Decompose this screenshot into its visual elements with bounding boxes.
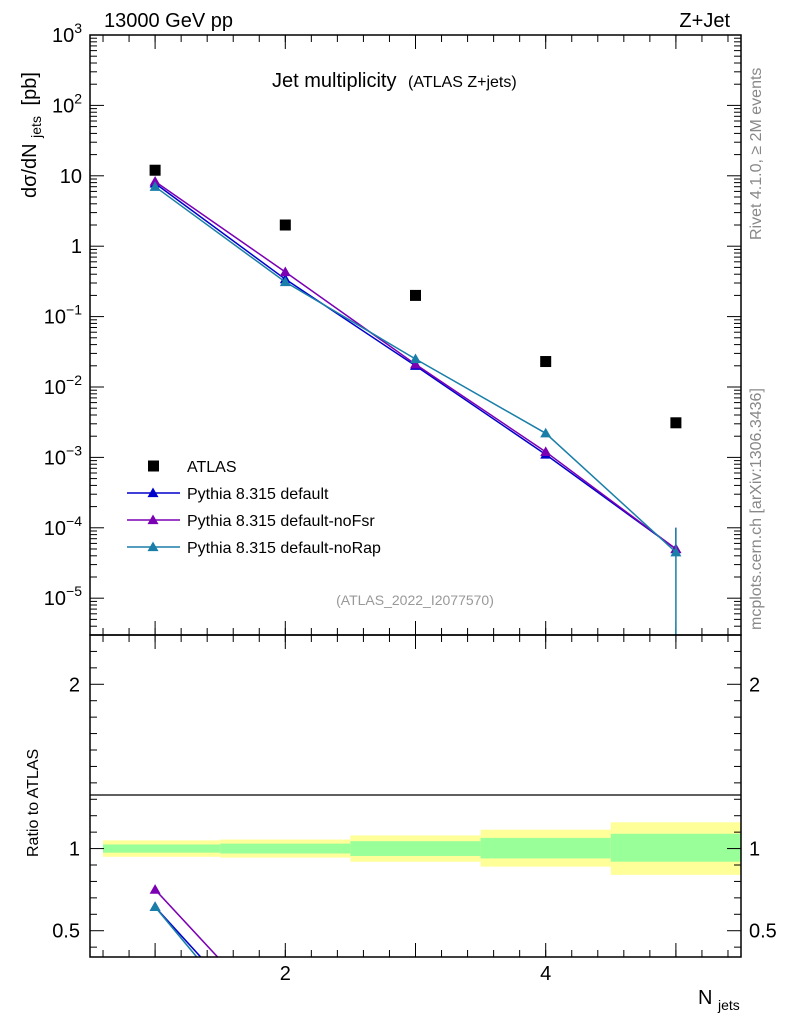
data-point [279,219,291,231]
y-tick-label: 10 [60,166,82,188]
main-panel: Jet multiplicity (ATLAS Z+jets) (ATLAS_2… [19,20,742,636]
data-point [149,164,161,176]
ratio-y-tick-label-right: 0.5 [749,921,777,943]
x-tick-label: 2 [280,963,291,985]
data-point [279,276,291,287]
y-tick-base: 10 [52,25,74,47]
y-tick-exponent: −2 [66,372,82,388]
uncertainty-band-inner [220,843,351,854]
data-point [540,427,552,438]
ratio-frame [89,634,742,958]
ylabel-main-sub: jets [28,116,44,139]
legend-label: ATLAS [187,459,237,476]
data-point [279,266,291,277]
ratio-y-tick-label-right: 2 [749,674,760,696]
series-pythia-8-315-default-norap [149,181,682,635]
data-point [410,358,421,369]
ratio-panel: 0.5 0.5 1 1 2 2 2 4 Ratio to ATLAS N jets [25,634,777,1013]
uncertainty-band-inner [350,841,481,856]
y-axis-label-ratio: Ratio to ATLAS [25,749,42,857]
legend-label: Pythia 8.315 default-noFsr [187,513,375,530]
y-tick-label: 1 [71,236,82,258]
ratio-y-tick-label: 2 [69,674,80,696]
xlabel-sub: jets [717,997,740,1013]
legend-marker [147,487,159,498]
series-atlas [149,164,682,429]
y-tick-base: 10 [44,518,66,540]
ratio-series-pythia-8-315-default-norap [149,901,198,958]
data-point [670,417,682,429]
mcplots-label: mcplots.cern.ch [arXiv:1306.3436] [748,388,765,630]
ylabel-main-text: dσ/dN [19,143,41,198]
xlabel-main: N [698,987,712,1009]
ratio-series-pythia-8-315-default-nofsr [149,884,219,958]
y-tick-base: 10 [44,377,66,399]
y-tick-base: 10 [44,307,66,329]
y-tick-exponent: −1 [66,302,82,318]
y-tick-exponent: −3 [66,442,82,458]
data-point [540,446,552,456]
y-tick-label: 10−3 [44,442,82,469]
uncertainty-band-inner [103,844,221,853]
y-tick-exponent: 3 [74,20,82,36]
ratio-y-tick-label: 1 [69,839,80,861]
process-label: Z+Jet [679,10,730,32]
data-point [149,181,161,191]
legend-label: Pythia 8.315 default-noRap [187,540,381,557]
watermark-label: (ATLAS_2022_I2077570) [336,592,494,608]
y-tick-exponent: −5 [66,583,82,599]
legend-marker [148,460,159,472]
data-point [410,289,421,301]
y-tick-base: 10 [44,588,66,610]
y-tick-label: 10−4 [44,513,82,540]
main-title: Jet multiplicity (ATLAS Z+jets) [272,70,517,92]
y-tick-label: 10−1 [44,302,82,329]
rivet-label: Rivet 4.1.0, ≥ 2M events [748,68,765,240]
ratio-y-tick-label: 0.5 [52,921,80,943]
ratio-y-tick-label-right: 1 [749,839,760,861]
ratio-point [149,901,161,912]
y-tick-exponent: 2 [74,90,82,106]
x-tick-label: 4 [540,963,551,985]
legend-marker [147,541,159,552]
ratio-bands [103,822,741,875]
legend-label: Pythia 8.315 default [187,486,329,503]
uncertainty-band-inner [610,833,741,862]
title-subtitle: (ATLAS Z+jets) [408,74,517,91]
uncertainty-band-inner [480,837,611,859]
ratio-line [154,889,219,958]
data-point [149,175,161,186]
main-series [149,164,682,635]
legend-entry-pythia-8-315-default-norap: Pythia 8.315 default-noRap [127,540,381,557]
y-tick-label: 10−5 [44,583,82,610]
data-point [670,546,682,557]
x-axis-label: N jets [698,987,740,1013]
ratio-point [149,884,161,894]
legend: ATLAS Pythia 8.315 default Pythia 8.315 de… [127,459,381,557]
title-main: Jet multiplicity [272,70,396,92]
legend-entry-pythia-8-315-default: Pythia 8.315 default [127,486,329,503]
ratio-ticks: 0.5 0.5 1 1 2 2 2 4 [52,635,777,985]
data-point [540,356,552,368]
y-tick-label: 10−2 [44,372,82,399]
legend-entry-atlas: ATLAS [148,459,237,476]
y-tick-exponent: −4 [66,513,82,529]
y-tick-base: 10 [52,95,74,117]
energy-label: 13000 GeV pp [104,10,233,32]
y-tick-label: 103 [52,20,82,47]
y-axis-label-main: dσ/dN jets [pb] [19,72,46,198]
y-tick-label: 102 [52,90,82,117]
ratio-line [154,906,198,958]
legend-marker [147,514,159,525]
legend-entry-pythia-8-315-default-nofsr: Pythia 8.315 default-noFsr [127,513,375,530]
data-point [410,353,421,364]
ratio-series [149,884,219,958]
y-tick-base: 10 [44,447,66,469]
ylabel-main-unit: [pb] [19,72,41,105]
